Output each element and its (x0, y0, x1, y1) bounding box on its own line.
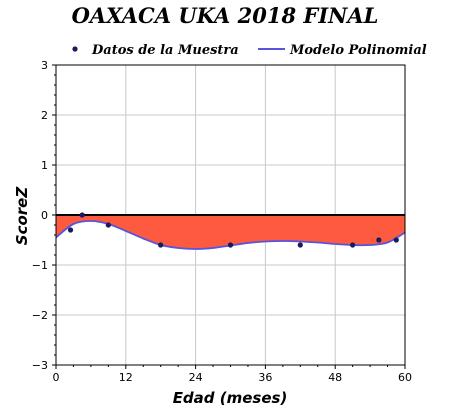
legend-marker-sample (72, 46, 78, 52)
x-tick-label: 12 (119, 371, 133, 384)
y-tick-label: −2 (32, 309, 48, 322)
x-axis-label: Edad (meses) (173, 389, 288, 407)
legend-label-model: Modelo Polinomial (289, 43, 427, 58)
y-tick-label: 3 (41, 59, 48, 72)
y-tick-label: 2 (41, 109, 48, 122)
data-point (227, 242, 234, 248)
data-point (393, 237, 399, 243)
y-tick-label: −3 (32, 359, 48, 372)
data-point (158, 242, 164, 248)
data-point (79, 212, 85, 218)
data-point (67, 227, 74, 233)
x-tick-label: 0 (53, 371, 60, 384)
y-tick-label: 0 (41, 209, 48, 222)
x-tick-label: 60 (398, 371, 412, 384)
y-tick-label: 1 (41, 159, 48, 172)
legend-label-sample: Datos de la Muestra (91, 43, 239, 58)
data-point (376, 237, 382, 243)
x-tick-label: 24 (189, 371, 203, 384)
area-fill (56, 215, 405, 249)
data-point (350, 242, 356, 248)
plot-area: 0 12 24 36 48 60 3 2 1 0 −1 −2 −3 (32, 59, 412, 384)
chart-title: OAXACA UKA 2018 FINAL (72, 3, 379, 28)
y-tick-label: −1 (32, 259, 48, 272)
y-axis-label: ScoreZ (13, 186, 31, 246)
data-point (105, 222, 111, 228)
data-point (297, 242, 303, 248)
x-tick-label: 36 (258, 371, 272, 384)
legend: Datos de la Muestra Modelo Polinomial (72, 43, 427, 58)
x-tick-label: 48 (328, 371, 342, 384)
